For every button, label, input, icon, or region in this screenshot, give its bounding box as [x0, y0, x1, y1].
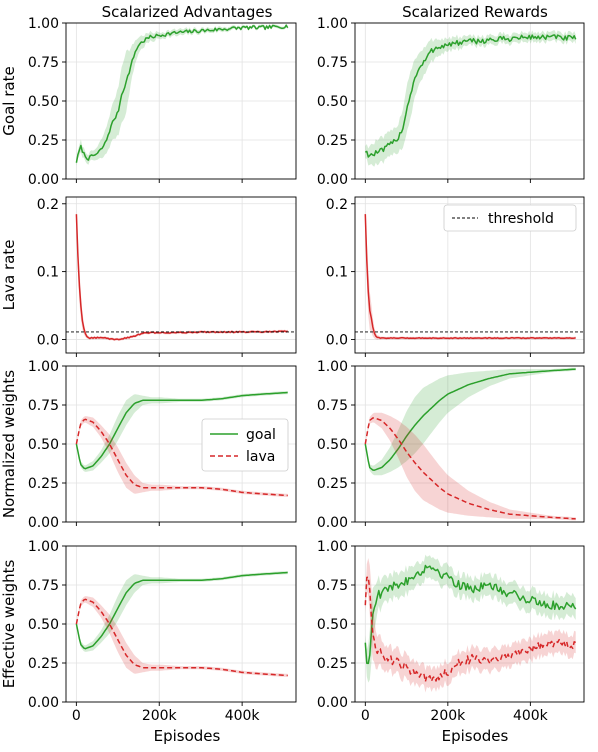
y-axis-label: Normalized weights	[0, 370, 18, 518]
y-tick-label: 1.00	[317, 359, 348, 375]
y-tick-label: 0.75	[28, 578, 59, 594]
subplot-goal-adv: 0.00 0.25 0.50 0.75 1.00 Goal rate	[0, 16, 297, 188]
x-tick-label: 200k	[430, 708, 466, 724]
series-line-lava	[364, 214, 576, 340]
x-tick-label: 0	[361, 708, 370, 724]
y-tick-label: 0.00	[28, 515, 59, 531]
series-band-lava	[365, 412, 576, 521]
y-tick-label: 0.2	[326, 197, 348, 213]
x-tick-label: 400k	[225, 708, 261, 724]
y-tick-label: 0.0	[326, 332, 348, 348]
series-band-goal	[365, 30, 576, 167]
y-tick-label: 0.1	[37, 265, 59, 281]
y-tick-label: 1.00	[317, 539, 348, 555]
column-title-advantages: Scalarized Advantages	[102, 3, 273, 21]
y-tick-label: 0.00	[317, 172, 348, 188]
y-tick-label: 0.00	[317, 695, 348, 711]
subplot-lava-adv: 0.0 0.1 0.2 Lava rate	[0, 196, 297, 357]
y-tick-label: 1.00	[28, 16, 59, 32]
subplot-norm-rew: 0.00 0.25 0.50 0.75 1.00	[317, 359, 585, 531]
subplot-norm-adv: goal lava 0.00 0.25 0.50 0.75 1.00 Normalized w…	[0, 359, 297, 531]
y-tick-label: 0.50	[28, 617, 59, 633]
series-band-goal	[76, 391, 288, 472]
y-tick-label: 0.00	[28, 172, 59, 188]
y-axis-label: Goal rate	[0, 66, 18, 135]
series-band-goal	[365, 554, 576, 683]
y-tick-label: 0.25	[28, 133, 59, 149]
x-tick-label: 0	[72, 708, 81, 724]
axes-frame	[354, 196, 585, 354]
series-band-lava	[76, 596, 288, 677]
y-tick-label: 0.25	[28, 476, 59, 492]
series-band-goal	[76, 571, 288, 652]
y-tick-label: 0.75	[317, 398, 348, 414]
x-tick-label: 400k	[513, 708, 549, 724]
x-axis-label-right: Episodes	[442, 727, 509, 745]
y-tick-label: 0.25	[28, 656, 59, 672]
series-line-lava	[364, 417, 576, 520]
series-band-goal	[365, 367, 576, 476]
threshold-legend-label: threshold	[488, 211, 554, 227]
y-tick-label: 0.75	[317, 55, 348, 71]
legend-box	[201, 418, 289, 472]
series-band-lava	[76, 416, 288, 497]
legend-label-lava: lava	[246, 449, 275, 465]
x-axis-label-left: Episodes	[154, 727, 221, 745]
legend-label-goal: goal	[246, 427, 276, 443]
series-line-goal	[75, 391, 288, 470]
series-line-goal	[75, 571, 288, 650]
y-tick-label: 0.75	[28, 55, 59, 71]
y-tick-label: 0.2	[37, 197, 59, 213]
subplot-goal-rew: 0.00 0.25 0.50 0.75 1.00	[317, 16, 585, 188]
series-band-goal	[76, 23, 288, 166]
y-tick-label: 1.00	[28, 539, 59, 555]
series-band-lava	[76, 210, 288, 341]
y-tick-label: 0.50	[28, 437, 59, 453]
y-tick-label: 0.00	[28, 695, 59, 711]
y-tick-label: 0.25	[317, 476, 348, 492]
series-band-lava	[365, 558, 576, 693]
series-line-lava	[75, 214, 288, 341]
subplot-eff-rew: 0 200k 400k 0.00 0.25 0.50 0.75 1.00	[317, 539, 585, 724]
y-tick-label: 0.0	[37, 332, 59, 348]
series-line-goal	[364, 368, 576, 471]
y-tick-label: 0.25	[317, 133, 348, 149]
y-tick-label: 0.00	[317, 515, 348, 531]
column-title-rewards: Scalarized Rewards	[402, 3, 548, 21]
axes-frame	[65, 196, 297, 354]
series-line-goal	[364, 564, 577, 665]
y-tick-label: 0.50	[317, 94, 348, 110]
series-line-lava	[364, 576, 576, 683]
y-tick-label: 0.50	[28, 94, 59, 110]
y-axis-label: Effective weights	[0, 560, 18, 689]
y-tick-label: 0.25	[317, 656, 348, 672]
y-tick-label: 0.50	[317, 437, 348, 453]
series-line-goal	[364, 34, 577, 158]
y-tick-label: 0.1	[326, 265, 348, 281]
series-line-lava	[75, 418, 288, 497]
x-tick-label: 200k	[142, 708, 178, 724]
subplot-eff-adv: 0 200k 400k 0.00 0.25 0.50 0.75 1.00 Effective w…	[0, 539, 297, 724]
y-tick-label: 0.75	[317, 578, 348, 594]
y-tick-label: 1.00	[28, 359, 59, 375]
y-tick-label: 0.50	[317, 617, 348, 633]
threshold-legend-box	[443, 204, 577, 232]
series-line-lava	[75, 598, 288, 677]
y-tick-label: 1.00	[317, 16, 348, 32]
series-line-goal	[75, 24, 289, 163]
y-tick-label: 0.75	[28, 398, 59, 414]
y-axis-label: Lava rate	[0, 240, 18, 311]
subplot-lava-rew: threshold 0.0 0.1 0.2	[326, 196, 585, 357]
